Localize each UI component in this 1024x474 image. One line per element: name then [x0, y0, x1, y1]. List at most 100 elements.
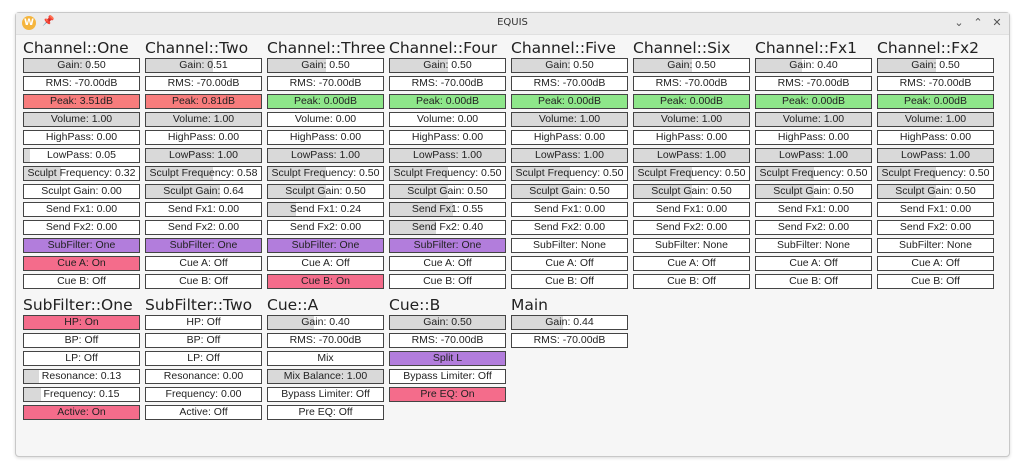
lowpass-slider[interactable]: LowPass: 1.00	[877, 148, 994, 163]
cue-a-toggle[interactable]: Cue A: Off	[389, 256, 506, 271]
cue-a-toggle[interactable]: Cue A: Off	[511, 256, 628, 271]
sculpt-gain-slider[interactable]: Sculpt Gain: 0.00	[23, 184, 140, 199]
highpass-slider[interactable]: HighPass: 0.00	[877, 130, 994, 145]
active-toggle[interactable]: Active: Off	[145, 405, 262, 420]
gain-slider[interactable]: Gain: 0.51	[145, 58, 262, 73]
subfilter-select[interactable]: SubFilter: One	[389, 238, 506, 253]
send-fx2-slider[interactable]: Send Fx2: 0.00	[511, 220, 628, 235]
cue-b-toggle[interactable]: Cue B: Off	[23, 274, 140, 289]
sculpt-frequency-slider[interactable]: Sculpt Frequency: 0.58	[145, 166, 262, 181]
sculpt-frequency-slider[interactable]: Sculpt Frequency: 0.50	[511, 166, 628, 181]
mix-balance-slider[interactable]: Mix Balance: 1.00	[267, 369, 384, 384]
volume-slider[interactable]: Volume: 1.00	[877, 112, 994, 127]
send-fx2-slider[interactable]: Send Fx2: 0.00	[877, 220, 994, 235]
subfilter-select[interactable]: SubFilter: One	[23, 238, 140, 253]
cue-a-toggle[interactable]: Cue A: Off	[877, 256, 994, 271]
send-fx2-slider[interactable]: Send Fx2: 0.00	[145, 220, 262, 235]
cue-b-toggle[interactable]: Cue B: Off	[877, 274, 994, 289]
send-fx2-slider[interactable]: Send Fx2: 0.00	[23, 220, 140, 235]
send-fx1-slider[interactable]: Send Fx1: 0.00	[145, 202, 262, 217]
split-l-select[interactable]: Split L	[389, 351, 506, 366]
send-fx2-slider[interactable]: Send Fx2: 0.00	[755, 220, 872, 235]
cue-b-toggle[interactable]: Cue B: Off	[511, 274, 628, 289]
gain-slider[interactable]: Gain: 0.50	[389, 58, 506, 73]
send-fx2-slider[interactable]: Send Fx2: 0.00	[267, 220, 384, 235]
highpass-slider[interactable]: HighPass: 0.00	[145, 130, 262, 145]
cue-b-toggle[interactable]: Cue B: Off	[755, 274, 872, 289]
sculpt-frequency-slider[interactable]: Sculpt Frequency: 0.50	[389, 166, 506, 181]
highpass-slider[interactable]: HighPass: 0.00	[633, 130, 750, 145]
sculpt-gain-slider[interactable]: Sculpt Gain: 0.50	[633, 184, 750, 199]
volume-slider[interactable]: Volume: 0.00	[267, 112, 384, 127]
highpass-slider[interactable]: HighPass: 0.00	[389, 130, 506, 145]
close-icon[interactable]: ✕	[992, 16, 1002, 29]
gain-slider[interactable]: Gain: 0.50	[633, 58, 750, 73]
active-toggle[interactable]: Active: On	[23, 405, 140, 420]
bypass-limiter-toggle[interactable]: Bypass Limiter: Off	[389, 369, 506, 384]
pre-eq-toggle[interactable]: Pre EQ: Off	[267, 405, 384, 420]
gain-slider[interactable]: Gain: 0.44	[511, 315, 628, 330]
bp-toggle[interactable]: BP: Off	[23, 333, 140, 348]
gain-slider[interactable]: Gain: 0.40	[267, 315, 384, 330]
resonance-slider[interactable]: Resonance: 0.00	[145, 369, 262, 384]
subfilter-select[interactable]: SubFilter: None	[755, 238, 872, 253]
volume-slider[interactable]: Volume: 1.00	[23, 112, 140, 127]
cue-a-toggle[interactable]: Cue A: Off	[145, 256, 262, 271]
subfilter-select[interactable]: SubFilter: None	[877, 238, 994, 253]
send-fx2-slider[interactable]: Send Fx2: 0.40	[389, 220, 506, 235]
sculpt-gain-slider[interactable]: Sculpt Gain: 0.64	[145, 184, 262, 199]
sculpt-frequency-slider[interactable]: Sculpt Frequency: 0.50	[755, 166, 872, 181]
cue-b-toggle[interactable]: Cue B: On	[267, 274, 384, 289]
volume-slider[interactable]: Volume: 0.00	[389, 112, 506, 127]
lowpass-slider[interactable]: LowPass: 1.00	[389, 148, 506, 163]
send-fx1-slider[interactable]: Send Fx1: 0.00	[633, 202, 750, 217]
volume-slider[interactable]: Volume: 1.00	[145, 112, 262, 127]
lowpass-slider[interactable]: LowPass: 1.00	[633, 148, 750, 163]
lp-toggle[interactable]: LP: Off	[145, 351, 262, 366]
maximize-icon[interactable]: ⌃	[973, 16, 983, 29]
send-fx1-slider[interactable]: Send Fx1: 0.00	[755, 202, 872, 217]
cue-a-toggle[interactable]: Cue A: Off	[633, 256, 750, 271]
lowpass-slider[interactable]: LowPass: 1.00	[145, 148, 262, 163]
send-fx1-slider[interactable]: Send Fx1: 0.55	[389, 202, 506, 217]
frequency-slider[interactable]: Frequency: 0.15	[23, 387, 140, 402]
highpass-slider[interactable]: HighPass: 0.00	[511, 130, 628, 145]
sculpt-gain-slider[interactable]: Sculpt Gain: 0.50	[267, 184, 384, 199]
volume-slider[interactable]: Volume: 1.00	[633, 112, 750, 127]
cue-a-toggle[interactable]: Cue A: On	[23, 256, 140, 271]
sculpt-gain-slider[interactable]: Sculpt Gain: 0.50	[511, 184, 628, 199]
pre-eq-toggle[interactable]: Pre EQ: On	[389, 387, 506, 402]
lowpass-slider[interactable]: LowPass: 1.00	[267, 148, 384, 163]
hp-toggle[interactable]: HP: Off	[145, 315, 262, 330]
send-fx1-slider[interactable]: Send Fx1: 0.00	[23, 202, 140, 217]
cue-b-toggle[interactable]: Cue B: Off	[389, 274, 506, 289]
sculpt-gain-slider[interactable]: Sculpt Gain: 0.50	[389, 184, 506, 199]
sculpt-frequency-slider[interactable]: Sculpt Frequency: 0.50	[877, 166, 994, 181]
sculpt-gain-slider[interactable]: Sculpt Gain: 0.50	[877, 184, 994, 199]
gain-slider[interactable]: Gain: 0.50	[267, 58, 384, 73]
subfilter-select[interactable]: SubFilter: One	[145, 238, 262, 253]
sculpt-frequency-slider[interactable]: Sculpt Frequency: 0.50	[267, 166, 384, 181]
subfilter-select[interactable]: SubFilter: None	[511, 238, 628, 253]
subfilter-select[interactable]: SubFilter: One	[267, 238, 384, 253]
gain-slider[interactable]: Gain: 0.50	[389, 315, 506, 330]
minimize-icon[interactable]: ⌄	[954, 16, 964, 29]
highpass-slider[interactable]: HighPass: 0.00	[267, 130, 384, 145]
frequency-slider[interactable]: Frequency: 0.00	[145, 387, 262, 402]
volume-slider[interactable]: Volume: 1.00	[511, 112, 628, 127]
send-fx1-slider[interactable]: Send Fx1: 0.00	[877, 202, 994, 217]
pin-icon[interactable]: 📌	[42, 16, 55, 27]
send-fx2-slider[interactable]: Send Fx2: 0.00	[633, 220, 750, 235]
subfilter-select[interactable]: SubFilter: None	[633, 238, 750, 253]
lowpass-slider[interactable]: LowPass: 1.00	[511, 148, 628, 163]
mix-select[interactable]: Mix	[267, 351, 384, 366]
sculpt-frequency-slider[interactable]: Sculpt Frequency: 0.32	[23, 166, 140, 181]
resonance-slider[interactable]: Resonance: 0.13	[23, 369, 140, 384]
bp-toggle[interactable]: BP: Off	[145, 333, 262, 348]
lowpass-slider[interactable]: LowPass: 0.05	[23, 148, 140, 163]
send-fx1-slider[interactable]: Send Fx1: 0.24	[267, 202, 384, 217]
sculpt-frequency-slider[interactable]: Sculpt Frequency: 0.50	[633, 166, 750, 181]
cue-b-toggle[interactable]: Cue B: Off	[633, 274, 750, 289]
highpass-slider[interactable]: HighPass: 0.00	[23, 130, 140, 145]
cue-a-toggle[interactable]: Cue A: Off	[755, 256, 872, 271]
